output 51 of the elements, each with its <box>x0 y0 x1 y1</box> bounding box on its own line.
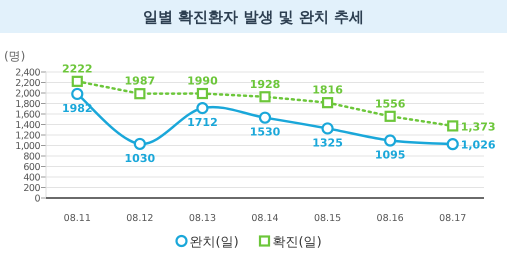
point <box>196 88 208 100</box>
data-label: 1530 <box>250 126 281 139</box>
point <box>72 76 83 87</box>
y-tick-label: 400 <box>23 172 40 184</box>
y-tick-label: 2,000 <box>15 88 40 100</box>
x-tick-label: 08.14 <box>251 213 279 224</box>
x-tick-label: 08.13 <box>188 213 216 224</box>
y-axis-title: (명) <box>4 49 26 63</box>
data-label: 2222 <box>62 62 93 76</box>
legend-label: 완치(일) <box>190 235 239 250</box>
data-label: 1,026 <box>460 138 496 152</box>
point <box>134 138 146 150</box>
point <box>447 120 458 132</box>
point <box>322 97 334 108</box>
data-label: 1987 <box>124 74 156 88</box>
y-tick-label: 1,400 <box>15 120 40 131</box>
data-label: 1990 <box>187 74 218 88</box>
y-tick-label: 2,200 <box>15 78 40 89</box>
y-tick-label: 1,200 <box>15 130 40 142</box>
data-label: 1928 <box>250 78 280 91</box>
point <box>134 88 146 100</box>
y-tick-label: 600 <box>23 162 40 173</box>
x-tick-label: 08.11 <box>64 213 91 224</box>
x-tick-label: 08.15 <box>314 213 342 224</box>
y-tick-label: 1,800 <box>15 99 40 110</box>
x-tick-label: 08.16 <box>376 213 404 224</box>
data-label: 1712 <box>187 116 218 130</box>
point <box>321 122 334 135</box>
y-tick-label: 1,600 <box>15 110 40 120</box>
point <box>259 91 271 102</box>
chart-title: 일별 확진환자 발생 및 완치 추세 <box>142 8 364 26</box>
point <box>71 88 84 100</box>
point <box>196 102 209 114</box>
point <box>384 134 396 147</box>
data-label: 1816 <box>312 84 344 97</box>
y-tick-label: 2,400 <box>15 68 40 78</box>
y-tick-label: 200 <box>23 183 40 194</box>
y-tick-label: 1,000 <box>15 141 40 152</box>
data-label: 1095 <box>374 148 406 162</box>
x-tick-label: 08.17 <box>439 213 466 224</box>
data-label: 1556 <box>374 97 406 110</box>
y-tick-label: 800 <box>23 152 40 162</box>
data-label: 1,373 <box>460 120 496 134</box>
point <box>384 110 396 122</box>
legend-label: 확진(일) <box>272 235 322 250</box>
point <box>446 138 459 150</box>
data-label: 1325 <box>312 136 343 150</box>
y-tick-label: 0 <box>34 194 40 204</box>
data-label: 1030 <box>124 152 156 165</box>
x-tick-label: 08.12 <box>126 213 154 224</box>
point <box>258 112 272 124</box>
